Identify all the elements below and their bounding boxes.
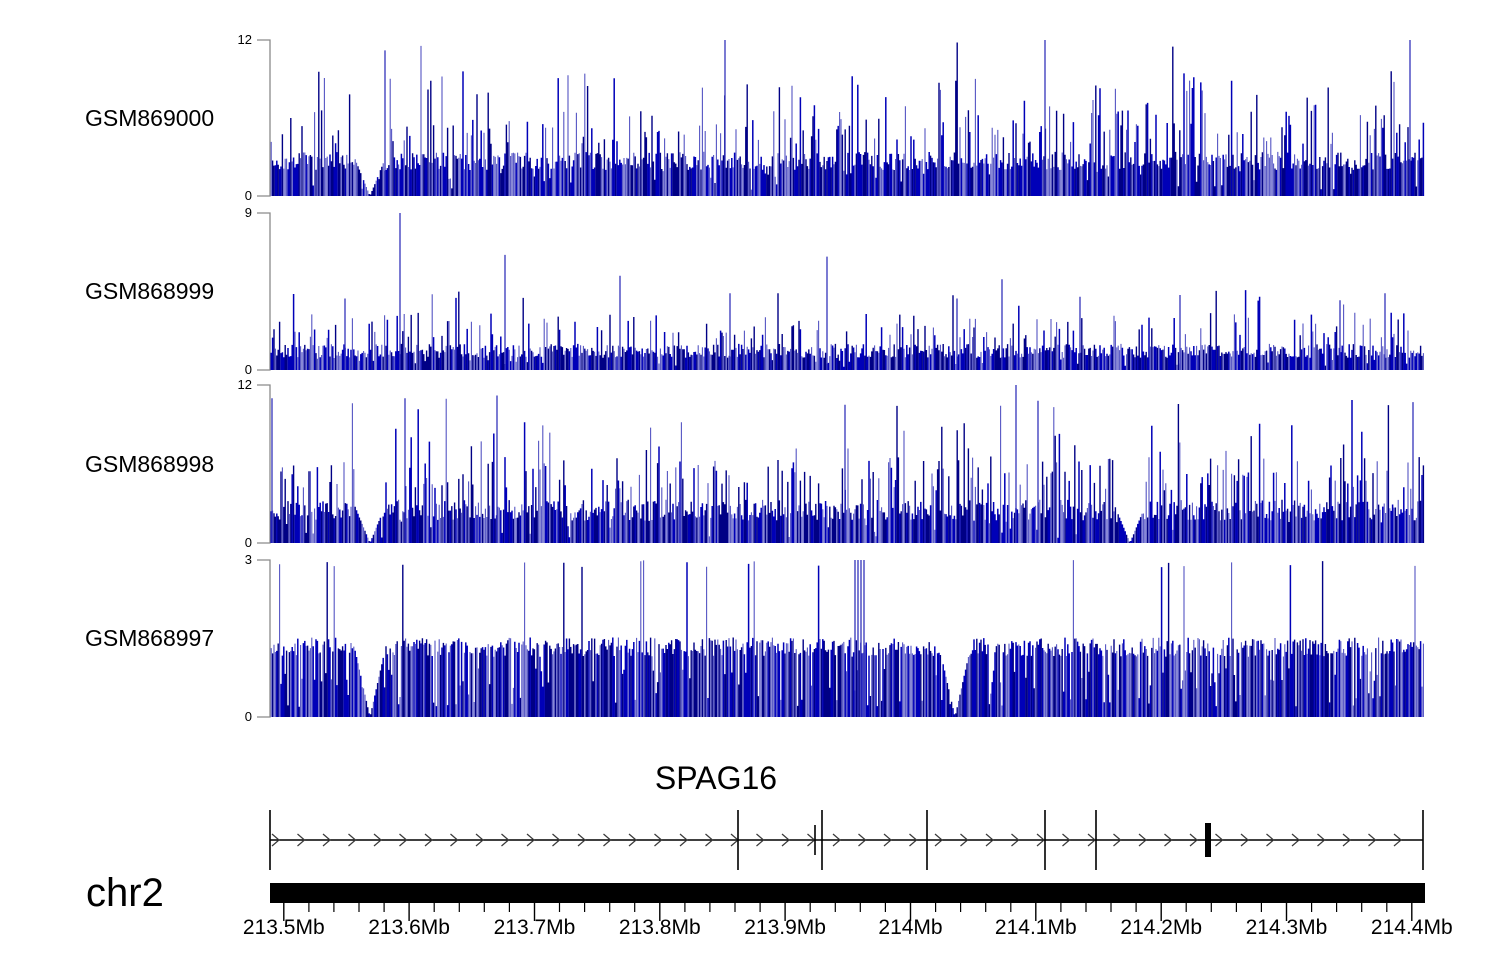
exon-ticks bbox=[269, 810, 1424, 870]
coverage-track-gsm868997 bbox=[257, 559, 1424, 718]
gene-title: SPAG16 bbox=[654, 760, 778, 796]
coverage-track-gsm868999 bbox=[257, 212, 1424, 371]
track-label-gsm869000: GSM869000 bbox=[85, 105, 215, 131]
chromosome-label: chr2 bbox=[86, 871, 164, 915]
axis-tick-label: 214.1Mb bbox=[994, 916, 1077, 939]
coverage-track-gsm869000 bbox=[257, 39, 1425, 197]
y-axis-min-label: 0 bbox=[244, 535, 252, 550]
y-axis-min-label: 0 bbox=[244, 188, 252, 203]
axis-tick-label: 213.5Mb bbox=[242, 916, 325, 939]
axis-tick-label: 213.6Mb bbox=[368, 916, 450, 939]
track-label-gsm868998: GSM868998 bbox=[85, 451, 215, 477]
axis-tick-label: 213.9Mb bbox=[744, 916, 826, 939]
y-axis-min-label: 0 bbox=[244, 362, 252, 377]
thick-exon-box bbox=[1205, 823, 1211, 857]
y-axis-max-label: 3 bbox=[244, 552, 252, 567]
track-label-gsm868997: GSM868997 bbox=[85, 625, 215, 651]
coverage-track-gsm868998 bbox=[257, 384, 1425, 544]
axis-tick-label: 214.3Mb bbox=[1245, 916, 1328, 939]
y-axis-max-label: 9 bbox=[244, 205, 252, 220]
strand-arrow-icons bbox=[271, 833, 1402, 847]
axis-minor-ticks bbox=[308, 903, 1388, 912]
y-axis-max-label: 12 bbox=[237, 377, 252, 392]
genome-axis bbox=[270, 883, 1425, 921]
axis-tick-label: 213.8Mb bbox=[618, 916, 701, 939]
axis-major-ticks bbox=[283, 903, 1413, 921]
axis-tick-label: 214Mb bbox=[878, 916, 943, 939]
chromosome-bar bbox=[270, 883, 1425, 903]
axis-tick-label: 213.7Mb bbox=[493, 916, 576, 939]
gene-model-spag16 bbox=[269, 810, 1424, 870]
y-axis-min-label: 0 bbox=[244, 709, 252, 724]
axis-tick-label: 214.2Mb bbox=[1120, 916, 1203, 939]
y-axis-max-label: 12 bbox=[237, 32, 252, 47]
track-label-gsm868999: GSM868999 bbox=[85, 278, 215, 304]
axis-tick-label: 214.4Mb bbox=[1370, 916, 1453, 939]
